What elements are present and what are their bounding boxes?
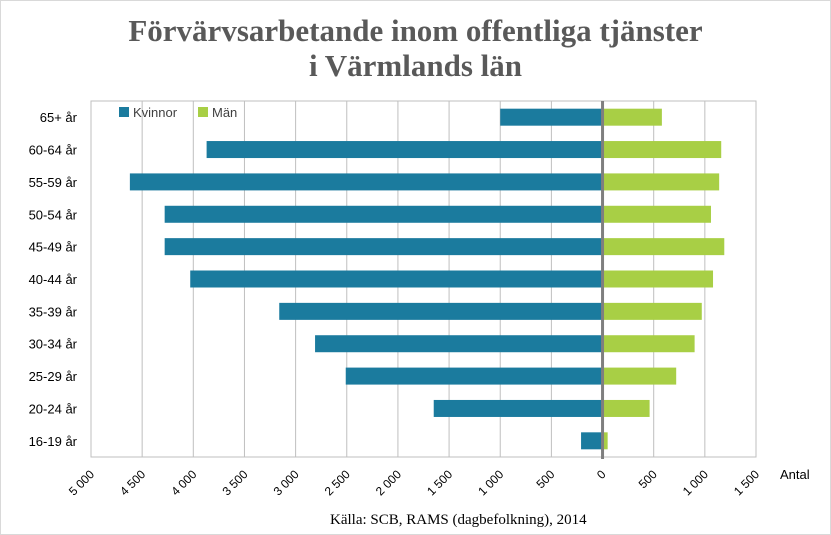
bar-kvinnor [279,302,603,320]
category-label: 45-49 år [29,240,78,255]
x-tick-label: 4 000 [168,467,199,498]
bar-kvinnor [433,399,603,417]
category-label: 60-64 år [29,143,78,158]
bar-kvinnor [164,205,603,223]
bar-man [602,270,714,288]
bars [129,101,725,459]
bar-kvinnor [581,432,603,450]
bar-man [602,108,662,126]
x-tick-label: 5 000 [66,467,97,498]
x-tick-label: 3 500 [219,467,250,498]
chart-title-line1: Förvärvsarbetande inom offentliga tjänst… [128,13,703,48]
category-label: 16-19 år [29,434,78,449]
x-axis-label: Antal [780,467,810,482]
chart-title-line2: i Värmlands län [308,48,523,83]
source-note: Källa: SCB, RAMS (dagbefolkning), 2014 [330,512,587,528]
bar-kvinnor [315,335,603,353]
bar-man [602,335,695,353]
x-tick-label: 500 [636,467,660,491]
bar-man [602,173,720,191]
category-label: 30-34 år [29,337,78,352]
x-tick-label: 3 000 [271,467,302,498]
category-label: 20-24 år [29,401,78,416]
category-labels: 65+ år 60-64 år 55-59 år 50-54 år 45-49 år 40… [29,110,78,449]
category-label: 65+ år [40,110,78,125]
x-tick-label: 0 [594,467,609,482]
bar-kvinnor [345,367,603,385]
bar-man [602,302,702,320]
category-label: 55-59 år [29,175,78,190]
bar-kvinnor [164,238,603,256]
x-tick-label: 1 500 [731,467,762,498]
legend-swatch-kvinnor [119,107,129,117]
legend: Kvinnor Män [119,105,237,120]
bar-man [602,432,608,450]
bar-man [602,141,722,159]
x-tick-label: 1 000 [475,467,506,498]
legend-label-man: Män [212,105,237,120]
bar-man [602,399,650,417]
x-tick-label: 1 500 [424,467,455,498]
bar-kvinnor [206,141,603,159]
bar-man [602,367,677,385]
category-label: 35-39 år [29,304,78,319]
category-label: 25-29 år [29,369,78,384]
x-tick-labels: 5 000 4 500 4 000 3 500 3 000 2 500 2 000 1 500… [66,467,762,498]
bar-kvinnor [190,270,603,288]
x-tick-label: 1 000 [680,467,711,498]
bar-man [602,205,711,223]
category-label: 50-54 år [29,207,78,222]
x-tick-label: 4 500 [117,467,148,498]
x-tick-label: 2 500 [322,467,353,498]
bar-man [602,238,725,256]
bar-kvinnor [500,108,603,126]
x-tick-label: 500 [533,467,557,491]
x-tick-label: 2 000 [373,467,404,498]
legend-label-kvinnor: Kvinnor [133,105,178,120]
bar-kvinnor [129,173,603,191]
legend-swatch-man [198,107,208,117]
category-label: 40-44 år [29,272,78,287]
